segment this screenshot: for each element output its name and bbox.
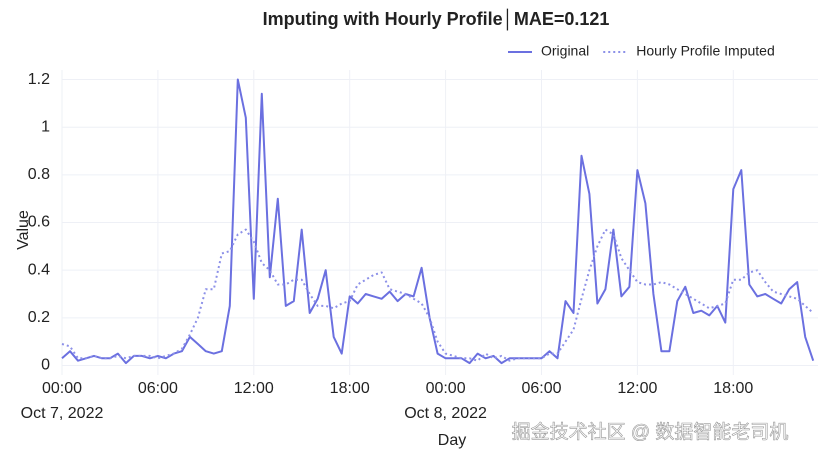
legend-label: Hourly Profile Imputed — [636, 43, 775, 59]
x-tick-label: 06:00 — [138, 380, 178, 397]
y-tick-label: 0.6 — [28, 214, 50, 231]
x-tick-label: 18:00 — [713, 380, 753, 397]
series-line — [61, 228, 814, 362]
x-tick-label: 00:00 — [426, 380, 466, 397]
x-tick-label: 12:00 — [617, 380, 657, 397]
y-tick-label: 0.4 — [28, 261, 50, 278]
watermark: 掘金技术社区 @ 数据智能老司机 — [512, 421, 789, 443]
x-tick-label: 06:00 — [521, 380, 561, 397]
y-tick-label: 1.2 — [28, 71, 50, 88]
chart-title: Imputing with Hourly Profile│MAE=0.121 — [263, 8, 610, 31]
legend-label: Original — [541, 43, 589, 59]
x-tick-label: 12:00 — [234, 380, 274, 397]
y-tick-label: 1 — [41, 118, 50, 135]
y-tick-label: 0.8 — [28, 166, 50, 183]
x-tick-label: 00:00 — [42, 380, 82, 397]
x-date-label: Oct 7, 2022 — [21, 405, 104, 422]
series-line — [61, 78, 815, 365]
x-axis-label: Day — [438, 432, 466, 449]
y-tick-label: 0 — [41, 357, 50, 374]
x-tick-label: 18:00 — [330, 380, 370, 397]
y-tick-label: 0.2 — [28, 309, 50, 326]
x-date-label: Oct 8, 2022 — [404, 405, 487, 422]
y-axis-label: Value — [15, 210, 32, 250]
